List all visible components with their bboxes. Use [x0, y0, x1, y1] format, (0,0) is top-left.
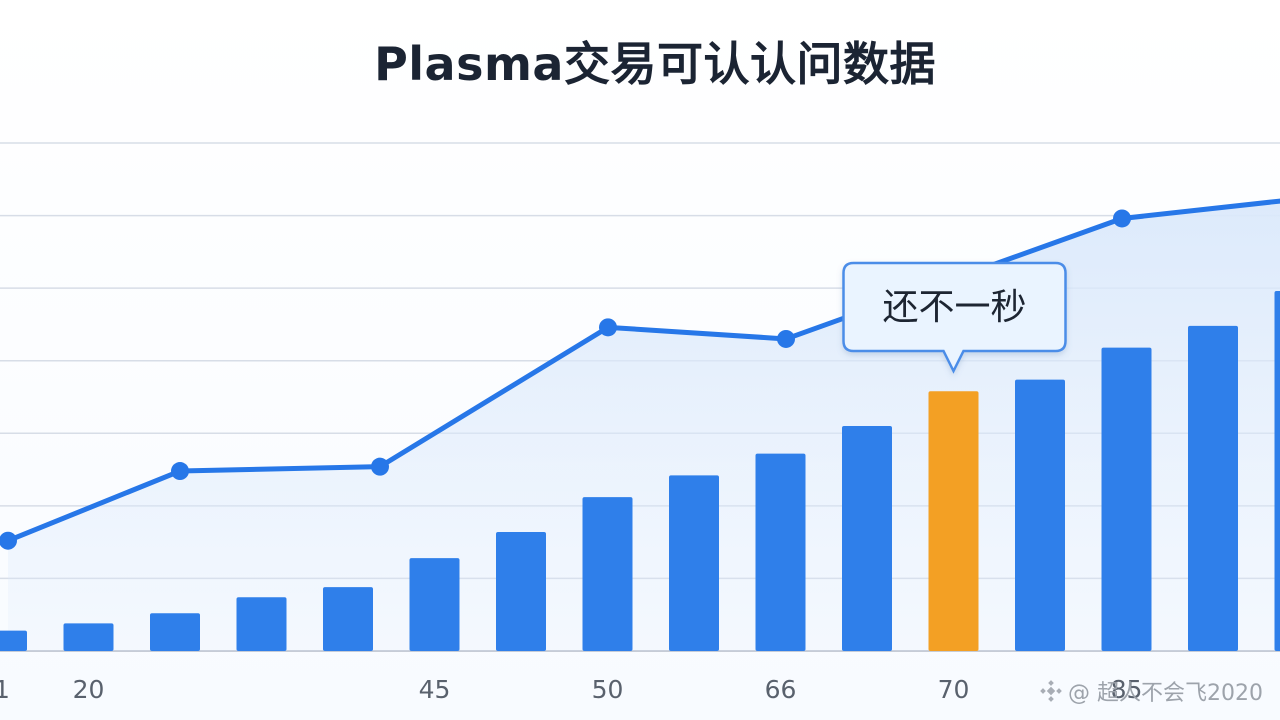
line-point — [777, 329, 795, 348]
bar — [1188, 325, 1238, 651]
binance-square-icon — [1040, 680, 1062, 702]
line-point — [0, 531, 17, 550]
x-tick-label: 50 — [592, 675, 624, 704]
bar — [755, 453, 806, 651]
line-point — [1113, 209, 1131, 228]
bar — [236, 597, 287, 651]
x-tick-label: 1 — [0, 675, 10, 704]
bar — [1274, 291, 1280, 651]
bar — [150, 613, 200, 651]
x-tick-label: 20 — [73, 675, 105, 704]
bar — [63, 623, 114, 651]
line-area-fill — [8, 201, 1280, 652]
bar — [1101, 347, 1152, 651]
line-point — [371, 457, 389, 476]
bar — [1015, 379, 1065, 651]
bar — [669, 475, 719, 651]
chart-title: Plasma交易可认认问数据 — [374, 37, 936, 91]
bar — [323, 587, 373, 651]
watermark: @ 超人不会飞2020 — [1040, 676, 1263, 706]
bar — [582, 497, 633, 651]
x-tick-label: 70 — [938, 675, 970, 704]
bar-highlighted — [928, 391, 979, 651]
line-point — [171, 462, 189, 481]
x-tick-label: 66 — [765, 675, 797, 704]
annotation-callout — [842, 261, 1067, 374]
x-tick-label: 45 — [419, 675, 451, 704]
bar — [842, 426, 892, 651]
line-point — [599, 318, 617, 337]
bar — [409, 558, 460, 651]
bar — [0, 630, 27, 651]
annotation-text: 还不一秒 — [882, 287, 1026, 328]
x-tick-label: 85 — [1111, 675, 1143, 704]
watermark-text: @ 超人不会飞2020 — [1068, 681, 1263, 706]
bar — [496, 531, 546, 651]
